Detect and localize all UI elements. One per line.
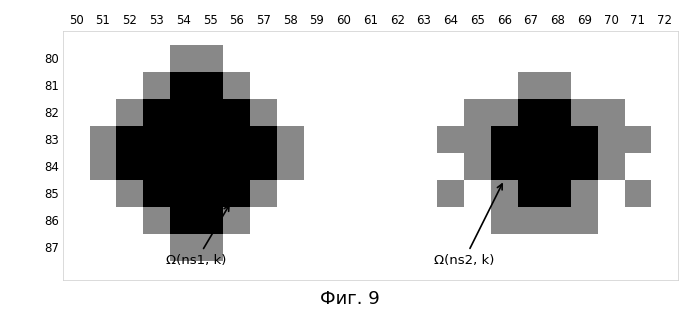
Bar: [491, 180, 517, 207]
Bar: [196, 153, 224, 180]
Bar: [170, 99, 196, 126]
Bar: [545, 207, 571, 234]
Bar: [545, 126, 571, 153]
Bar: [545, 153, 571, 180]
Bar: [224, 72, 250, 99]
Bar: [571, 153, 598, 180]
Bar: [624, 126, 651, 153]
Bar: [196, 72, 224, 99]
Bar: [517, 99, 545, 126]
Bar: [117, 99, 143, 126]
Text: Фиг. 9: Фиг. 9: [319, 290, 380, 308]
Bar: [438, 126, 464, 153]
Bar: [545, 99, 571, 126]
Bar: [143, 153, 170, 180]
Text: Ω(ns2, k): Ω(ns2, k): [434, 184, 502, 267]
Bar: [624, 180, 651, 207]
Bar: [143, 126, 170, 153]
Bar: [517, 153, 545, 180]
Bar: [250, 180, 277, 207]
Bar: [196, 99, 224, 126]
Text: Ω(ns1, k): Ω(ns1, k): [166, 206, 229, 267]
Bar: [143, 99, 170, 126]
Bar: [438, 180, 464, 207]
Bar: [545, 180, 571, 207]
Bar: [517, 180, 545, 207]
Bar: [170, 153, 196, 180]
Bar: [170, 180, 196, 207]
Bar: [464, 126, 491, 153]
Bar: [143, 207, 170, 234]
Bar: [571, 126, 598, 153]
Bar: [598, 153, 624, 180]
Bar: [117, 153, 143, 180]
Bar: [170, 44, 196, 72]
Bar: [196, 44, 224, 72]
Bar: [170, 72, 196, 99]
Bar: [491, 207, 517, 234]
Bar: [170, 234, 196, 261]
Bar: [224, 126, 250, 153]
Bar: [196, 234, 224, 261]
Bar: [170, 207, 196, 234]
Bar: [491, 99, 517, 126]
Bar: [196, 180, 224, 207]
Bar: [89, 153, 117, 180]
Bar: [224, 180, 250, 207]
Bar: [250, 99, 277, 126]
Bar: [517, 72, 545, 99]
Bar: [143, 180, 170, 207]
Bar: [277, 153, 303, 180]
Bar: [545, 72, 571, 99]
Bar: [571, 207, 598, 234]
Bar: [250, 153, 277, 180]
Bar: [196, 207, 224, 234]
Bar: [598, 99, 624, 126]
Bar: [224, 207, 250, 234]
Bar: [517, 207, 545, 234]
Bar: [277, 126, 303, 153]
Bar: [491, 126, 517, 153]
Bar: [170, 126, 196, 153]
Bar: [571, 180, 598, 207]
Bar: [464, 153, 491, 180]
Bar: [464, 99, 491, 126]
Bar: [571, 99, 598, 126]
Bar: [224, 99, 250, 126]
Bar: [89, 126, 117, 153]
Bar: [491, 153, 517, 180]
Bar: [143, 72, 170, 99]
Bar: [224, 153, 250, 180]
Bar: [598, 126, 624, 153]
Bar: [117, 180, 143, 207]
Bar: [196, 126, 224, 153]
Bar: [117, 126, 143, 153]
Bar: [517, 126, 545, 153]
Bar: [250, 126, 277, 153]
